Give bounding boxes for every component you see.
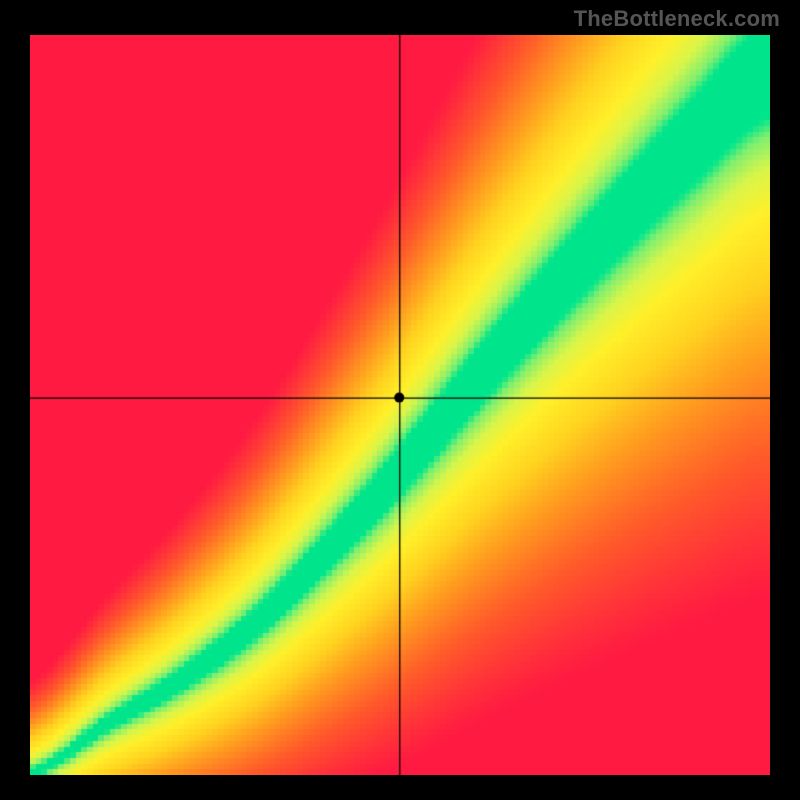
heatmap-canvas: [30, 35, 770, 775]
watermark-label: TheBottleneck.com: [574, 6, 780, 32]
chart-container: TheBottleneck.com: [0, 0, 800, 800]
